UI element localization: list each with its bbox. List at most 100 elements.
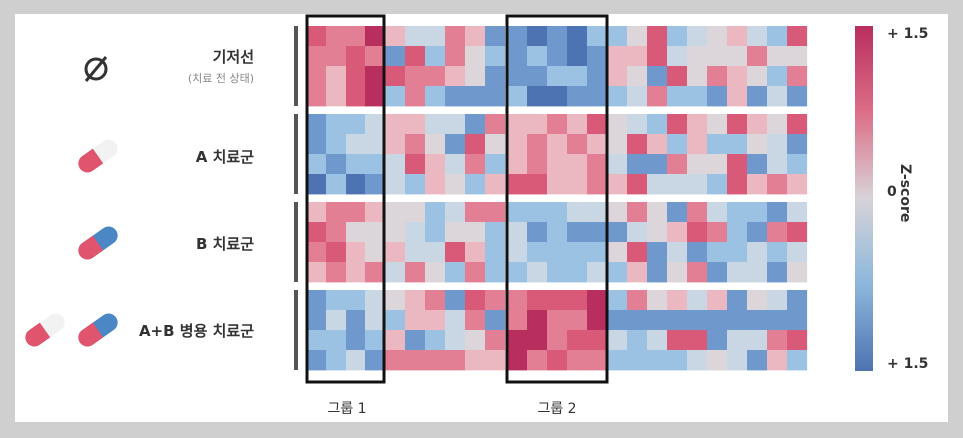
heatmap-cell (307, 310, 328, 331)
heatmap-cell (647, 154, 668, 175)
heatmap-cell (607, 114, 628, 135)
heatmap-cell (567, 26, 588, 47)
heatmap-cell (485, 174, 506, 195)
heatmap-cell (507, 330, 528, 351)
heatmap-cell (385, 310, 406, 331)
heatmap-cell (485, 350, 506, 371)
heatmap-cell (346, 86, 367, 107)
heatmap-cell (667, 114, 688, 135)
heatmap-cell (667, 350, 688, 371)
heatmap-cell (307, 262, 328, 283)
heatmap-cell (507, 310, 528, 331)
heatmap-cell (587, 114, 608, 135)
heatmap-cell (445, 154, 466, 175)
heatmap-cell (747, 350, 768, 371)
heatmap-cell (747, 242, 768, 263)
heatmap-cell (767, 26, 788, 47)
heatmap-cell (445, 290, 466, 311)
heatmap-cell (607, 310, 628, 331)
heatmap-cell (767, 242, 788, 263)
heatmap-cell (425, 86, 446, 107)
heatmap-cell (507, 154, 528, 175)
heatmap-cell (307, 66, 328, 87)
heatmap-cell (527, 242, 548, 263)
heatmap-cell (527, 350, 548, 371)
heatmap-cell (627, 154, 648, 175)
heatmap-cell (527, 86, 548, 107)
heatmap-cell (425, 350, 446, 371)
heatmap-cell (547, 262, 568, 283)
heatmap-cell (365, 66, 386, 87)
heatmap-cell (507, 114, 528, 135)
heatmap-cell (385, 262, 406, 283)
heatmap-cell (747, 330, 768, 351)
heatmap-cell (687, 46, 708, 67)
heatmap-cell (346, 26, 367, 47)
heatmap-cell (667, 154, 688, 175)
heatmap-cell (326, 46, 347, 67)
heatmap-cell (326, 86, 347, 107)
heatmap-cell (425, 134, 446, 155)
heatmap-cell (385, 242, 406, 263)
heatmap-cell (507, 86, 528, 107)
heatmap-cell (727, 202, 748, 223)
heatmap-cell (687, 310, 708, 331)
heatmap-cell (326, 262, 347, 283)
heatmap-cell (647, 86, 668, 107)
heatmap-cell (307, 222, 328, 243)
heatmap-cell (567, 154, 588, 175)
row-separator-b (294, 202, 298, 282)
heatmap-cell (787, 262, 808, 283)
heatmap (305, 14, 808, 384)
heatmap-cell (405, 350, 426, 371)
heatmap-cell (747, 310, 768, 331)
heatmap-cell (405, 46, 426, 67)
heatmap-cell (527, 202, 548, 223)
heatmap-cell (587, 330, 608, 351)
heatmap-cell (767, 86, 788, 107)
heatmap-cell (787, 242, 808, 263)
heatmap-cell (747, 114, 768, 135)
heatmap-cell (727, 114, 748, 135)
heatmap-cell (627, 174, 648, 195)
heatmap-cell (425, 222, 446, 243)
heatmap-cell (547, 66, 568, 87)
heatmap-cell (667, 134, 688, 155)
heatmap-cell (326, 134, 347, 155)
heatmap-cell (307, 86, 328, 107)
heatmap-cell (385, 290, 406, 311)
heatmap-cell (747, 154, 768, 175)
heatmap-cell (607, 222, 628, 243)
heatmap-cell (485, 66, 506, 87)
heatmap-cell (647, 202, 668, 223)
heatmap-cell (527, 174, 548, 195)
heatmap-cell (365, 310, 386, 331)
heatmap-cell (365, 154, 386, 175)
heatmap-cell (547, 26, 568, 47)
heatmap-cell (647, 290, 668, 311)
heatmap-cell (365, 242, 386, 263)
heatmap-cell (607, 350, 628, 371)
heatmap-cell (485, 202, 506, 223)
heatmap-cell (485, 86, 506, 107)
heatmap-cell (687, 262, 708, 283)
heatmap-cell (727, 242, 748, 263)
heatmap-cell (687, 86, 708, 107)
heatmap-cell (385, 350, 406, 371)
heatmap-cell (567, 350, 588, 371)
heatmap-cell (507, 290, 528, 311)
heatmap-cell (727, 222, 748, 243)
heatmap-cell (727, 26, 748, 47)
heatmap-cell (485, 134, 506, 155)
heatmap-cell (787, 154, 808, 175)
heatmap-cell (405, 174, 426, 195)
heatmap-cell (485, 330, 506, 351)
heatmap-cell (627, 242, 648, 263)
heatmap-cell (465, 310, 486, 331)
heatmap-cell (527, 330, 548, 351)
heatmap-cell (365, 174, 386, 195)
heatmap-cell (425, 26, 446, 47)
heatmap-cell (346, 350, 367, 371)
heatmap-cell (385, 202, 406, 223)
heatmap-cell (667, 310, 688, 331)
